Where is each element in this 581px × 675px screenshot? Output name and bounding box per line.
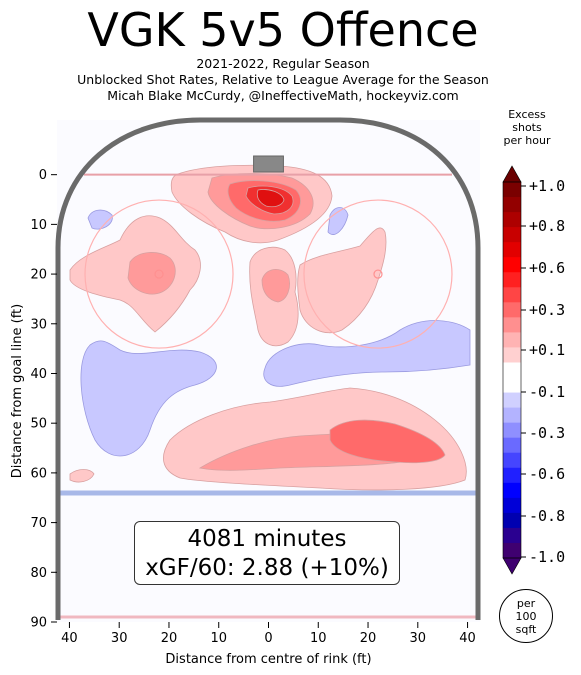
y-tick-label: 10	[30, 218, 47, 233]
y-tick-label: 60	[30, 466, 47, 481]
colorbar-segment	[503, 377, 521, 394]
y-tick-label: 50	[30, 417, 47, 432]
colorbar-title: Excess shots per hour	[494, 108, 560, 147]
x-tick-label: 10	[310, 631, 327, 646]
colorbar-segment	[503, 257, 521, 273]
chart-title: VGK 5v5 Offence	[87, 3, 479, 57]
x-tick-label: 20	[161, 631, 178, 646]
y-tick-label: 30	[30, 317, 47, 332]
negative-spot-right	[327, 207, 349, 235]
colorbar-min-arrow	[502, 557, 522, 575]
colorbar-segment	[503, 317, 521, 333]
faceoff-circle-right	[303, 199, 453, 349]
negative-region-left-point	[80, 340, 217, 457]
colorbar-tick-label: +0.8	[529, 217, 565, 235]
colorbar-segment	[503, 482, 521, 499]
per-area-line: 100	[515, 610, 537, 623]
faceoff-circle-left	[84, 199, 234, 349]
positive-region-high-slot-core	[261, 269, 290, 303]
x-tick-label: 0	[264, 631, 272, 646]
positive-region-slot-max	[256, 189, 285, 208]
colorbar-tick-label: -0.8	[529, 507, 565, 525]
goal-net	[253, 155, 284, 173]
colorbar-segment	[503, 407, 521, 424]
colorbar-segment	[503, 182, 521, 198]
x-tick-label: 10	[210, 631, 227, 646]
colorbar-segment	[503, 542, 521, 559]
colorbar-segment	[503, 452, 521, 469]
y-tick-label: 70	[30, 516, 47, 531]
per-area-badge: per 100 sqft	[499, 589, 553, 643]
summary-box: 4081 minutes xGF/60: 2.88 (+10%)	[134, 521, 400, 585]
colorbar-segment	[503, 362, 521, 379]
subtitle-author: Micah Blake McCurdy, @IneffectiveMath, h…	[107, 88, 459, 103]
colorbar-frame	[502, 181, 522, 559]
y-tick-label: 80	[30, 566, 47, 581]
subtitle-season: 2021-2022, Regular Season	[196, 56, 370, 71]
negative-spot-left	[87, 209, 113, 230]
y-tick-label: 20	[30, 268, 47, 283]
faceoff-dot-right	[373, 269, 383, 279]
minutes-text: 4081 minutes	[187, 526, 347, 552]
y-tick-label: 90	[30, 616, 47, 631]
colorbar-segment	[503, 332, 521, 348]
positive-region-left-circle-core	[127, 252, 176, 295]
colorbar-tick-label: -0.6	[529, 465, 565, 483]
per-area-line: per	[516, 597, 536, 610]
colorbar-segment	[503, 302, 521, 318]
colorbar-segment	[503, 242, 521, 258]
x-tick-label: 30	[410, 631, 427, 646]
y-axis-label: Distance from goal line (ft)	[10, 304, 25, 478]
colorbar-tick-label: +0.6	[529, 259, 565, 277]
y-tick-label: 40	[30, 367, 47, 382]
colorbar-tick-label: +0.3	[529, 301, 565, 319]
x-tick-label: 40	[61, 631, 78, 646]
positive-region-blueline-core	[329, 419, 446, 464]
positive-region-right-circle	[297, 227, 387, 334]
x-tick-label: 40	[459, 631, 476, 646]
colorbar-tick-label: -0.1	[529, 383, 565, 401]
colorbar-segment	[503, 467, 521, 484]
faceoff-dot-left	[154, 269, 164, 279]
colorbar-segment	[503, 227, 521, 243]
colorbar-segment	[503, 422, 521, 439]
colorbar-tick-label: -0.3	[529, 424, 565, 442]
colorbar-segment	[503, 272, 521, 288]
subtitle-description: Unblocked Shot Rates, Relative to League…	[77, 72, 489, 87]
colorbar-title-line: shots	[512, 121, 542, 134]
positive-spot-left-boards	[69, 469, 95, 483]
colorbar-segment	[503, 527, 521, 544]
colorbar-segment	[503, 392, 521, 409]
colorbar-segment	[503, 287, 521, 303]
colorbar-segment	[503, 437, 521, 454]
y-tick-label: 0	[39, 168, 47, 183]
colorbar-tick-label: +0.1	[529, 341, 565, 359]
colorbar-segment	[503, 212, 521, 228]
colorbar-segment	[503, 347, 521, 363]
rink-boards	[55, 117, 481, 620]
colorbar-segment	[503, 512, 521, 529]
colorbar-segment	[503, 197, 521, 213]
colorbar-tick-label: -1.0	[529, 548, 565, 566]
colorbar-segment	[503, 497, 521, 514]
colorbar-max-arrow	[502, 165, 522, 183]
colorbar-title-line: per hour	[503, 134, 551, 147]
negative-region-right	[263, 320, 471, 387]
colorbar-title-line: Excess	[508, 108, 546, 121]
x-axis-label: Distance from centre of rink (ft)	[165, 652, 371, 667]
xgf-text: xGF/60: 2.88 (+10%)	[145, 555, 389, 581]
per-area-line: sqft	[515, 623, 537, 636]
x-tick-label: 20	[360, 631, 377, 646]
colorbar-tick-label: +1.0	[529, 177, 565, 195]
x-tick-label: 30	[111, 631, 128, 646]
